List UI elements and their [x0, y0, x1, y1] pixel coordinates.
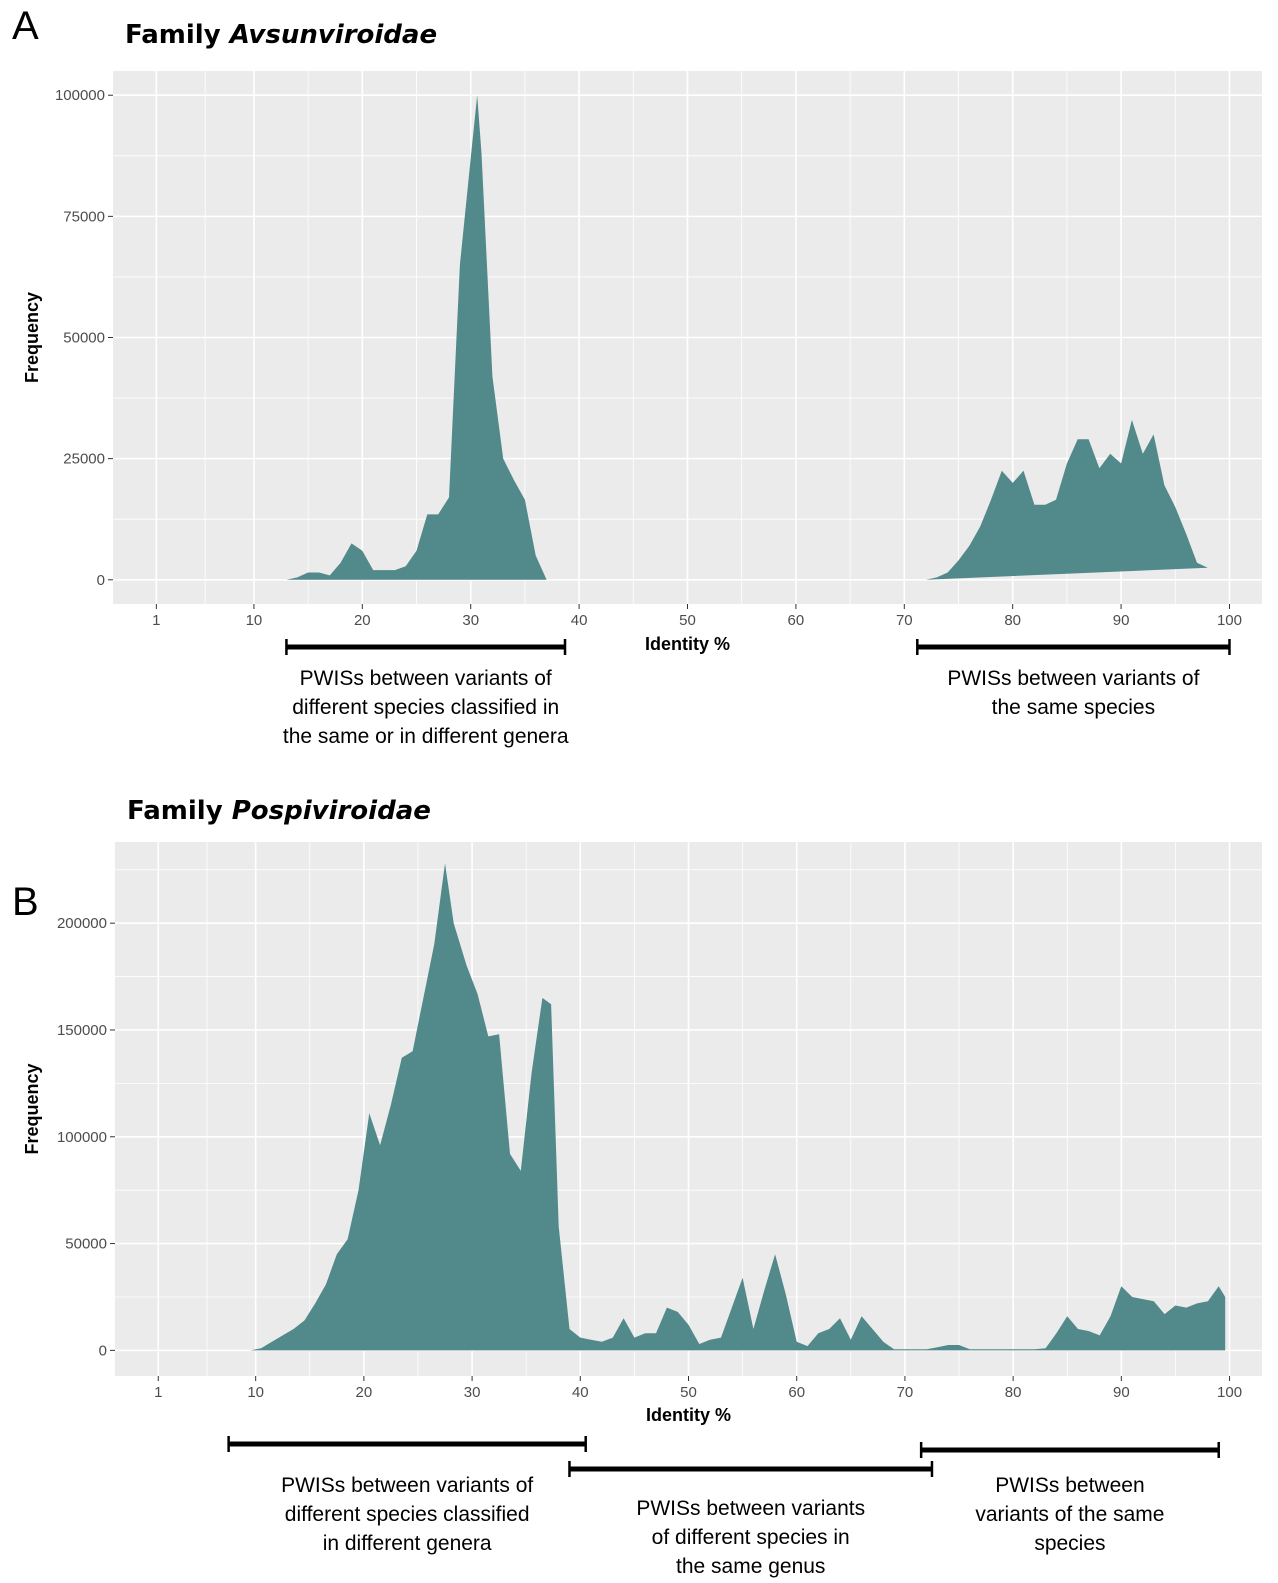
x-tick-label: 90 [1113, 1384, 1130, 1401]
range-annotation: PWISs between variants of the same specie… [916, 639, 1231, 719]
range-annotation-text: PWISs between variants of [281, 1474, 533, 1497]
range-annotation-text: PWISs between variants [636, 1497, 865, 1520]
y-tick-label: 50000 [63, 330, 105, 347]
range-annotation: PWISs between variants of different speci… [568, 1461, 934, 1578]
y-axis-label: Frequency [22, 1063, 42, 1154]
x-tick-label: 80 [1005, 1384, 1022, 1401]
range-annotation-text: variants of the same [975, 1503, 1164, 1526]
y-tick-label: 25000 [63, 451, 105, 468]
x-tick-label: 90 [1113, 612, 1130, 629]
chart-title-b: Family Pospiviroidae [127, 796, 431, 826]
range-annotation-text: of different species in [652, 1526, 850, 1549]
chart-panel-b: 1 10 20 30 40 50 60 70 80 90 100 0 50000 100000 150000… [22, 842, 1262, 1578]
range-annotation-text: the same species [992, 696, 1155, 719]
y-tick-label: 200000 [57, 915, 107, 932]
x-tick-label: 10 [247, 1384, 264, 1401]
range-annotation-text: PWISs between variants of [947, 667, 1199, 690]
range-annotation-text: different species classified [285, 1503, 530, 1526]
x-tick-label: 20 [354, 612, 371, 629]
y-tick-label: 100000 [57, 1129, 107, 1146]
chart-panel-a: 1 10 20 30 40 50 60 70 80 90 100 0 25000 50000 75000 10… [22, 71, 1262, 748]
x-axis-label: Identity % [645, 634, 730, 654]
x-tick-label: 30 [464, 1384, 481, 1401]
x-axis-label: Identity % [646, 1405, 731, 1425]
y-tick-label: 75000 [63, 208, 105, 225]
x-tick-label: 1 [152, 612, 160, 629]
range-annotation-text: PWISs between variants of [300, 667, 552, 690]
range-annotation: PWISs between variants of different speci… [227, 1436, 587, 1555]
area-series-segment [250, 863, 1226, 1351]
range-annotation-text: PWISs between [995, 1474, 1144, 1497]
panel-letter-b: B [12, 880, 39, 924]
range-annotation-text: different species classified in [292, 696, 559, 719]
x-tick-label: 100 [1217, 1384, 1242, 1401]
title-family-name: Avsunviroidae [229, 20, 438, 50]
x-tick-label: 80 [1004, 612, 1021, 629]
panel-letter-a: A [12, 4, 39, 48]
x-tick-label: 30 [462, 612, 479, 629]
x-tick-label: 60 [788, 1384, 805, 1401]
range-annotation: PWISs between variants of the same species [919, 1442, 1220, 1555]
x-tick-label: 40 [572, 1384, 589, 1401]
range-annotation-text: the same or in different genera [283, 725, 569, 748]
range-annotation-text: the same genus [676, 1555, 825, 1578]
y-tick-label: 150000 [57, 1022, 107, 1039]
y-tick-label: 100000 [55, 87, 105, 104]
x-tick-label: 70 [897, 1384, 914, 1401]
chart-title-a: Family Avsunviroidae [125, 20, 437, 50]
area-series-segment [926, 419, 1208, 580]
y-axis-label: Frequency [22, 292, 42, 383]
x-tick-label: 60 [788, 612, 805, 629]
title-prefix: Family [127, 796, 232, 826]
x-tick-label: 50 [680, 1384, 697, 1401]
x-tick-label: 1 [154, 1384, 162, 1401]
x-tick-label: 100 [1217, 612, 1242, 629]
area-series-segment [286, 95, 547, 580]
range-annotation-text: in different genera [323, 1532, 492, 1555]
y-tick-label: 50000 [65, 1236, 107, 1253]
x-tick-label: 20 [356, 1384, 373, 1401]
x-tick-label: 40 [571, 612, 588, 629]
title-prefix: Family [125, 20, 230, 50]
x-tick-label: 10 [246, 612, 263, 629]
range-annotation: PWISs between variants of different speci… [283, 639, 569, 748]
y-tick-label: 0 [97, 572, 105, 589]
title-family-name: Pospiviroidae [231, 796, 431, 826]
range-annotation-text: species [1034, 1532, 1105, 1555]
y-tick-label: 0 [99, 1342, 107, 1359]
x-tick-label: 50 [679, 612, 696, 629]
x-tick-label: 70 [896, 612, 913, 629]
